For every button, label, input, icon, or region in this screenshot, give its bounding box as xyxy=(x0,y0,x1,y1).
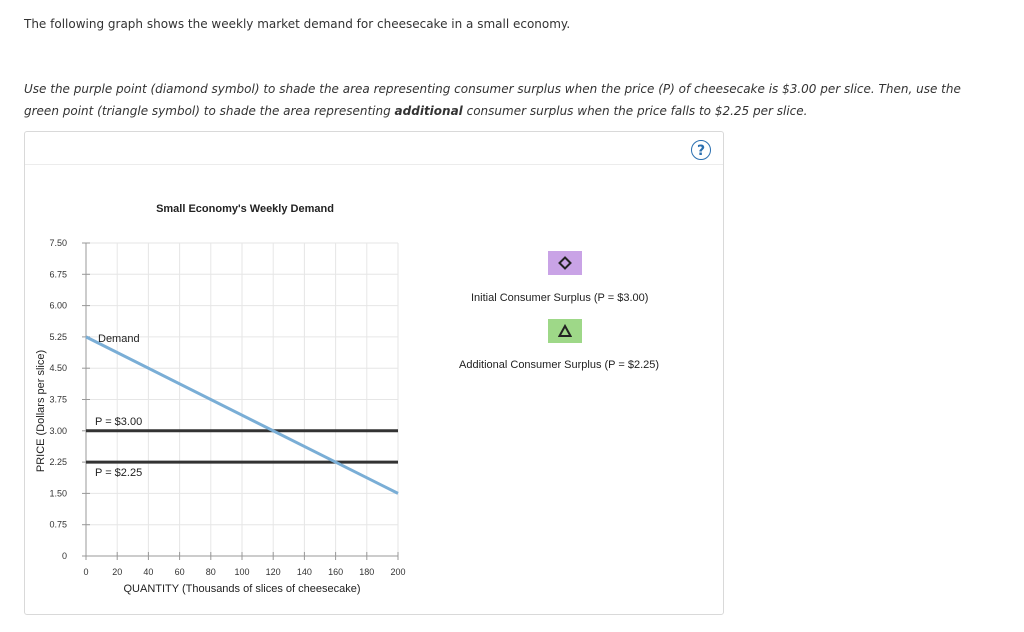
x-tick-label: 120 xyxy=(266,567,281,577)
diamond-shape xyxy=(558,256,572,270)
instructions-part2: consumer surplus when the price falls to… xyxy=(462,104,808,118)
y-tick-label: 6.00 xyxy=(49,301,67,311)
panel-divider xyxy=(25,164,723,165)
price-line-label-1: P = $2.25 xyxy=(95,467,142,479)
chart-labels: 0 0.75 1.50 2.25 3.00 3.75 4.50 5.25 6.00 6.75 7.5… xyxy=(35,203,406,595)
x-tick-label: 180 xyxy=(359,567,374,577)
help-icon[interactable]: ? xyxy=(691,140,711,160)
y-tick-label: 3.00 xyxy=(49,426,67,436)
y-tick-label: 0 xyxy=(62,551,67,561)
price-line-label-0: P = $3.00 xyxy=(95,416,142,428)
y-tick-label: 3.75 xyxy=(49,395,67,405)
purple-diamond-tool[interactable] xyxy=(548,251,582,275)
x-tick-label: 20 xyxy=(112,567,122,577)
x-tick-label: 140 xyxy=(297,567,312,577)
green-triangle-tool[interactable] xyxy=(548,319,582,343)
chart-axes xyxy=(82,242,399,560)
y-tick-label: 0.75 xyxy=(49,520,67,530)
y-tick-label: 1.50 xyxy=(49,488,67,498)
y-tick-label: 4.50 xyxy=(49,363,67,373)
instructions-bold: additional xyxy=(394,104,463,118)
x-tick-label: 200 xyxy=(390,567,405,577)
demand-label: Demand xyxy=(98,333,140,345)
intro-text: The following graph shows the weekly mar… xyxy=(24,17,571,31)
graph-panel: ? xyxy=(24,131,724,615)
legend-label-initial-surplus: Initial Consumer Surplus (P = $3.00) xyxy=(471,292,649,304)
x-tick-label: 160 xyxy=(328,567,343,577)
chart-title: Small Economy's Weekly Demand xyxy=(156,203,334,215)
demand-curve xyxy=(85,335,399,495)
instructions-part1: Use the purple point (diamond symbol) to… xyxy=(24,82,961,118)
x-tick-label: 100 xyxy=(234,567,249,577)
legend-label-additional-surplus: Additional Consumer Surplus (P = $2.25) xyxy=(459,359,660,371)
chart-grid xyxy=(86,242,399,556)
x-tick-label: 60 xyxy=(175,567,185,577)
x-tick-label: 40 xyxy=(143,567,153,577)
chart-lines xyxy=(85,335,399,495)
triangle-icon xyxy=(558,324,572,337)
x-tick-label: 0 xyxy=(83,567,88,577)
y-axis-label: PRICE (Dollars per slice) xyxy=(35,350,47,472)
y-tick-label: 5.25 xyxy=(49,332,67,342)
x-tick-label: 80 xyxy=(206,567,216,577)
x-axis-label: QUANTITY (Thousands of slices of cheesec… xyxy=(123,583,360,595)
diamond-icon xyxy=(558,256,572,270)
y-tick-label: 6.75 xyxy=(49,269,67,279)
y-tick-label: 2.25 xyxy=(49,457,67,467)
triangle-shape xyxy=(558,324,572,337)
instructions: Use the purple point (diamond symbol) to… xyxy=(24,78,984,122)
y-tick-label: 7.50 xyxy=(49,238,67,248)
